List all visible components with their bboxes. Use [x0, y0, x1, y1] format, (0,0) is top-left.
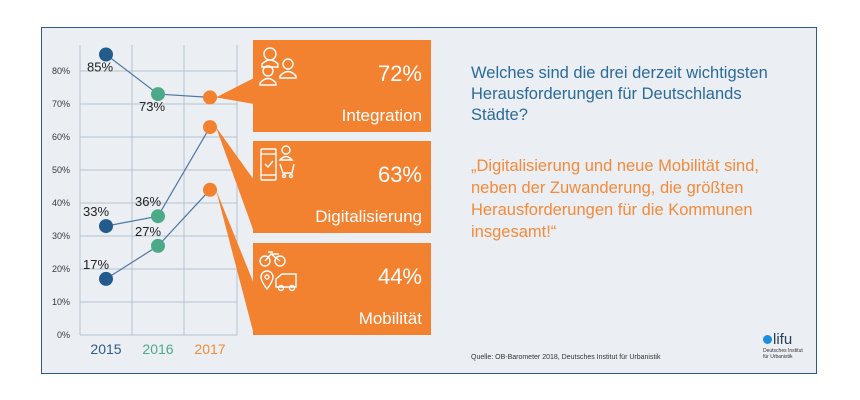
y-tick-label: 10% [52, 297, 70, 307]
callout-boxes: 72% Integration 63% Digitalisierung 44% Mobil… [253, 40, 431, 335]
y-tick-label: 30% [52, 231, 70, 241]
data-point [99, 47, 113, 62]
source-note: Quelle: OB-Barometer 2018, Deutsches Ins… [471, 354, 661, 361]
callout-box-integration [253, 40, 431, 132]
smartphone-shopping-icon [260, 145, 295, 181]
bike-car-location-icon [259, 251, 297, 292]
data-point [151, 209, 165, 224]
data-point [99, 271, 113, 286]
callout-percent: 63% [378, 162, 422, 187]
data-label: 73% [139, 99, 165, 114]
y-tick-label: 40% [52, 198, 70, 208]
data-point [203, 120, 217, 135]
data-point [203, 90, 217, 105]
callout-percent: 44% [378, 264, 422, 289]
connector-wedge [216, 78, 254, 104]
x-tick-label: 2016 [142, 341, 173, 357]
callout-label: Digitalisierung [315, 207, 422, 226]
logo-word: lifu [773, 331, 793, 348]
difu-logo: lifu Deutsches Institut für Urbanistik [763, 332, 813, 366]
quote-text: „Digitalisierung und neue Mobilität sind… [471, 157, 759, 241]
x-tick-label: 2017 [194, 341, 225, 357]
connector-wedge [216, 127, 254, 232]
logo-subtitle: Deutsches Institut für Urbanistik [763, 348, 803, 360]
callout-label: Mobilität [359, 309, 423, 328]
data-point [99, 219, 113, 234]
data-point [151, 238, 165, 253]
y-tick-label: 20% [52, 264, 70, 274]
logo-wordmark: lifu [763, 332, 792, 347]
y-tick-label: 60% [52, 132, 70, 142]
data-labels: 85% 73% 33% 36% 17% 27% [83, 60, 165, 272]
data-point [151, 87, 165, 102]
callout-connectors [216, 78, 254, 335]
question-heading: Welches sind die drei derzeit wichtigste… [471, 64, 768, 124]
connector-wedge [216, 189, 254, 335]
callout-label: Integration [342, 106, 422, 125]
callout-percent: 72% [378, 61, 422, 86]
x-tick-label: 2015 [90, 341, 121, 357]
y-axis: 0% 10% 20% 30% 40% 50% 60% 70% 80% [52, 66, 70, 340]
y-tick-label: 50% [52, 165, 70, 175]
logo-subtitle-line1: Deutsches Institut [763, 348, 803, 354]
y-tick-label: 70% [52, 99, 70, 109]
logo-subtitle-line2: für Urbanistik [763, 354, 793, 360]
data-label: 33% [83, 204, 109, 219]
x-axis: 2015 2016 2017 [90, 341, 225, 357]
people-icon [259, 47, 297, 86]
data-label: 17% [83, 257, 109, 272]
data-points [99, 47, 217, 286]
data-point [203, 182, 217, 197]
y-tick-label: 80% [52, 66, 70, 76]
y-tick-label: 0% [57, 330, 70, 340]
data-label: 36% [135, 194, 161, 209]
callout-box-digitalisierung [253, 141, 431, 233]
data-label: 27% [135, 224, 161, 239]
data-label: 85% [87, 60, 113, 75]
logo-dot [763, 335, 772, 344]
